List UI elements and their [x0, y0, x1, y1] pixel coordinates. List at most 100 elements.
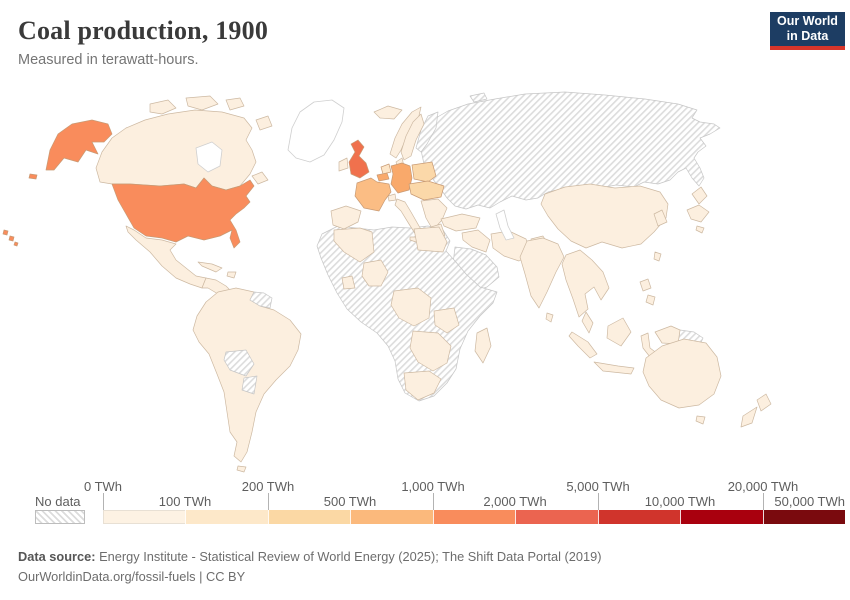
- us-hawaii-1[interactable]: [2, 229, 9, 236]
- region-balkans[interactable]: [420, 198, 448, 231]
- region-tierra-del-fuego[interactable]: [236, 465, 247, 473]
- country-us-alaska[interactable]: [45, 119, 113, 171]
- canada-baffin-island[interactable]: [255, 115, 273, 131]
- country-iceland[interactable]: [373, 105, 403, 120]
- data-source-line: Data source: Energy Institute - Statisti…: [18, 547, 838, 567]
- country-canada[interactable]: [95, 109, 257, 191]
- region-malaya[interactable]: [581, 311, 594, 334]
- country-australia[interactable]: [642, 338, 722, 409]
- country-sweden[interactable]: [400, 113, 425, 161]
- owid-logo-line2: in Data: [786, 29, 829, 43]
- country-india[interactable]: [519, 237, 565, 309]
- legend-bin-6[interactable]: [597, 510, 681, 524]
- white-regions: [195, 99, 515, 241]
- legend-bin-3[interactable]: [350, 510, 433, 524]
- canada-arctic-island-1[interactable]: [149, 99, 177, 115]
- country-mexico[interactable]: [125, 225, 207, 289]
- us-aleutian-1[interactable]: [28, 173, 38, 180]
- legend-tick-5000: 5,000 TWh: [566, 479, 630, 494]
- region-levant-iraq[interactable]: [461, 229, 491, 253]
- country-united-states[interactable]: [111, 177, 255, 249]
- new-zealand-south[interactable]: [740, 406, 758, 428]
- region-guyanas[interactable]: [249, 291, 273, 309]
- country-switzerland[interactable]: [387, 193, 397, 202]
- new-zealand-north[interactable]: [756, 393, 772, 412]
- legend-bin-4[interactable]: [432, 510, 516, 524]
- legend-tickmark: [763, 493, 764, 510]
- data-source-text: Energy Institute - Statistical Review of…: [95, 549, 602, 564]
- nodata-overlays: [223, 291, 273, 395]
- country-spain-portugal[interactable]: [330, 205, 362, 230]
- legend-tickmark: [598, 493, 599, 510]
- region-gold-coast[interactable]: [341, 275, 356, 290]
- hudson-bay: [195, 141, 223, 173]
- legend-bin-1[interactable]: [185, 510, 268, 524]
- country-netherlands[interactable]: [380, 163, 392, 175]
- country-taiwan[interactable]: [653, 251, 662, 262]
- island-borneo[interactable]: [606, 317, 632, 347]
- country-poland[interactable]: [411, 161, 437, 183]
- island-tasmania[interactable]: [695, 415, 706, 425]
- country-south-africa[interactable]: [403, 370, 442, 401]
- country-paraguay[interactable]: [241, 375, 258, 395]
- country-tanzania[interactable]: [433, 307, 460, 334]
- us-hawaii-3[interactable]: [13, 241, 19, 247]
- data-source-label: Data source:: [18, 549, 96, 564]
- legend-bin-0[interactable]: [103, 510, 186, 524]
- japan-honshu[interactable]: [686, 204, 710, 223]
- region-zambezi[interactable]: [409, 330, 452, 372]
- legend-tickmark: [433, 493, 434, 510]
- country-russia[interactable]: [420, 91, 721, 210]
- legend-tick-20000: 20,000 TWh: [727, 479, 799, 494]
- japan-kyushu[interactable]: [695, 225, 705, 234]
- island-new-guinea-west[interactable]: [654, 325, 681, 345]
- country-germany[interactable]: [390, 162, 413, 194]
- country-france[interactable]: [354, 177, 392, 212]
- legend-tick-2000: 2,000 TWh: [483, 494, 547, 509]
- canada-newfoundland[interactable]: [251, 171, 269, 185]
- country-bolivia[interactable]: [223, 349, 255, 377]
- country-nigeria[interactable]: [361, 259, 389, 287]
- legend-tick-200: 200 TWh: [241, 479, 295, 494]
- country-congo[interactable]: [390, 287, 432, 327]
- country-ireland[interactable]: [338, 157, 349, 172]
- caspian-sea: [495, 209, 515, 241]
- legend-bin-2[interactable]: [267, 510, 351, 524]
- legend-tickmark: [103, 493, 104, 510]
- country-hispaniola[interactable]: [226, 271, 237, 279]
- country-turkey[interactable]: [440, 213, 481, 232]
- country-madagascar[interactable]: [474, 327, 492, 364]
- owid-logo[interactable]: Our World in Data: [770, 12, 845, 50]
- japan-hokkaido[interactable]: [691, 186, 708, 205]
- island-philippines-1[interactable]: [639, 278, 652, 292]
- legend-tick-0: 0 TWh: [83, 479, 123, 494]
- country-cuba[interactable]: [197, 261, 223, 273]
- legend-no-data-swatch[interactable]: [35, 510, 85, 524]
- island-philippines-2[interactable]: [645, 294, 656, 306]
- country-egypt[interactable]: [413, 226, 448, 253]
- legend-bin-5[interactable]: [515, 510, 598, 524]
- world-map: [0, 88, 850, 476]
- canada-arctic-island-2[interactable]: [185, 95, 219, 111]
- country-united-kingdom[interactable]: [348, 139, 370, 179]
- country-korea[interactable]: [653, 209, 668, 227]
- country-sri-lanka[interactable]: [545, 312, 554, 323]
- canada-arctic-island-3[interactable]: [225, 97, 245, 111]
- owid-logo-line1: Our World: [777, 14, 838, 29]
- region-indochina[interactable]: [561, 249, 610, 318]
- license-line[interactable]: OurWorldinData.org/fossil-fuels | CC BY: [18, 568, 246, 584]
- country-svalbard[interactable]: [469, 92, 488, 103]
- us-hawaii-2[interactable]: [8, 235, 15, 242]
- country-greenland[interactable]: [287, 99, 345, 163]
- country-china-mongolia[interactable]: [540, 183, 669, 249]
- legend-tickmark: [268, 493, 269, 510]
- island-java[interactable]: [593, 361, 635, 375]
- country-norway[interactable]: [389, 106, 422, 159]
- country-algeria[interactable]: [333, 227, 375, 263]
- island-sumatra[interactable]: [568, 331, 598, 359]
- legend-bin-8[interactable]: [762, 510, 845, 524]
- legend-bin-7[interactable]: [680, 510, 763, 524]
- country-austria-hungary[interactable]: [408, 180, 445, 201]
- country-belgium[interactable]: [376, 172, 390, 182]
